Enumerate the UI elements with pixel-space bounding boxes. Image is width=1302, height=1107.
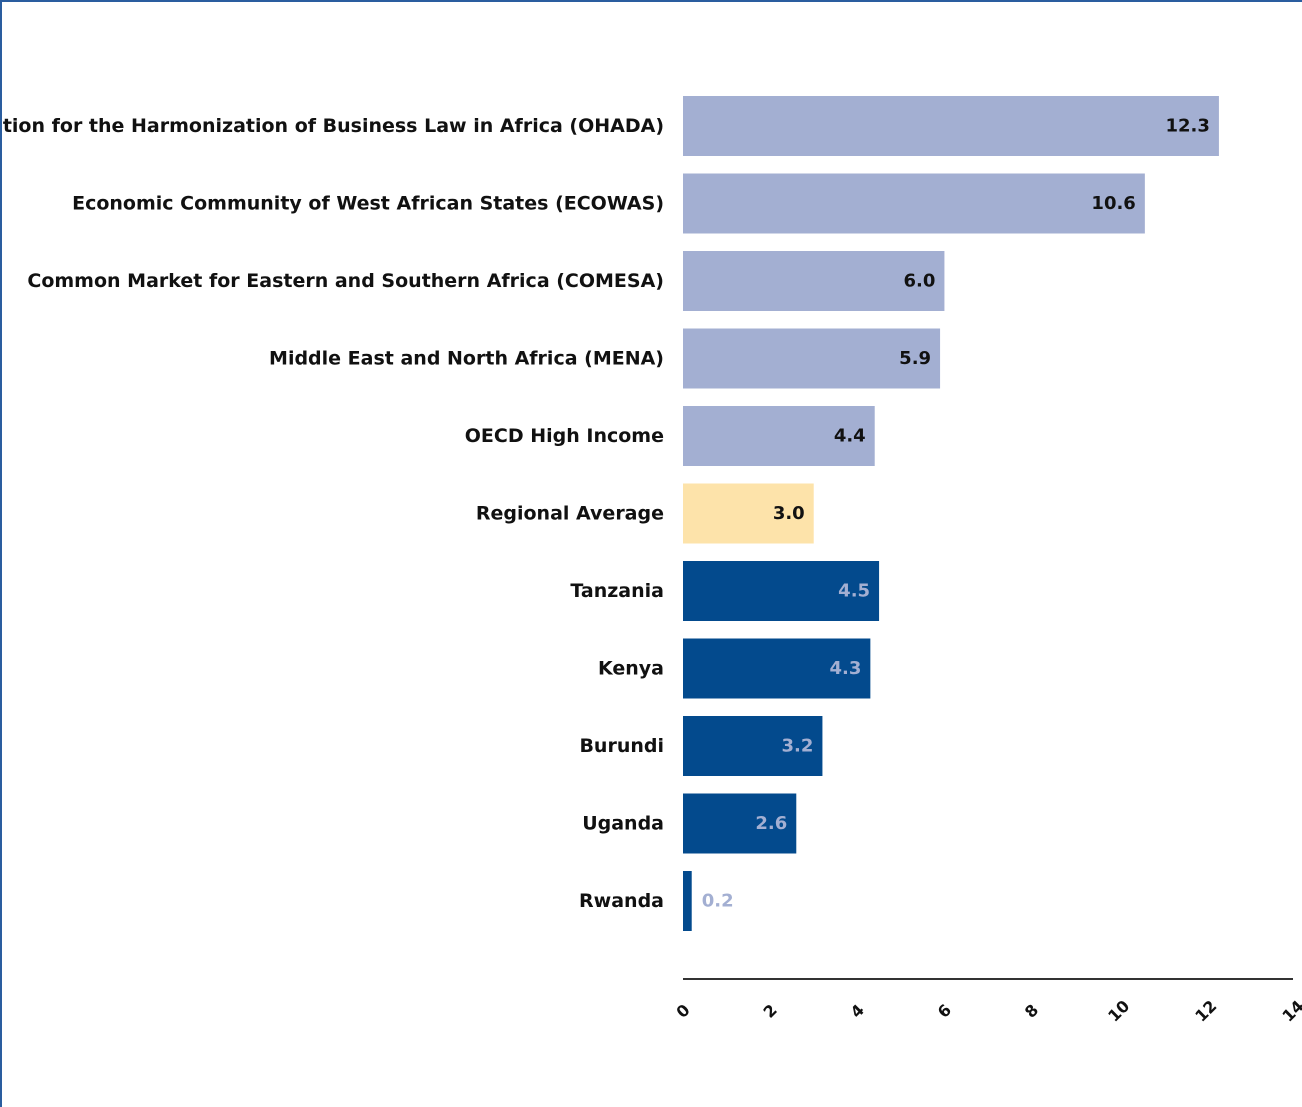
bar-rwanda	[683, 871, 692, 931]
category-labels-group: Organization for the Harmonization of Bu…	[2, 115, 664, 912]
x-tick-label-10: 10	[1104, 996, 1133, 1025]
bar-burundi	[683, 716, 823, 776]
value-label-oecd-high-income: 4.4	[834, 426, 866, 447]
category-label-rwanda: Rwanda	[579, 890, 664, 912]
category-label-uganda: Uganda	[582, 813, 664, 835]
x-tick-label-14: 14	[1278, 996, 1302, 1025]
category-label-organization-for-the-harmonization-of-business-law-in-africa-ohada: Organization for the Harmonization of Bu…	[2, 115, 664, 137]
bar-economic-community-of-west-african-states-ecowas	[683, 173, 1145, 234]
value-label-regional-average: 3.0	[773, 503, 805, 524]
value-labels-group: 12.3 10.6 6.0 5.9 4.4 3.0 4.5 4.3 3.2 2.6 0.2	[702, 116, 1210, 912]
value-label-uganda: 2.6	[755, 813, 787, 834]
x-tick-labels-group: 0 2 4 6 8 10 12 14	[672, 996, 1302, 1025]
category-label-middle-east-and-north-africa-mena: Middle East and North Africa (MENA)	[269, 348, 664, 370]
bar-organization-for-the-harmonization-of-business-law-in-africa-ohada	[683, 96, 1219, 156]
value-label-burundi: 3.2	[782, 736, 814, 757]
x-tick-label-12: 12	[1191, 996, 1220, 1025]
value-label-organization-for-the-harmonization-of-business-law-in-africa-ohada: 12.3	[1166, 116, 1210, 137]
x-tick-label-6: 6	[934, 1000, 955, 1021]
x-tick-label-4: 4	[847, 1000, 868, 1021]
category-label-regional-average: Regional Average	[476, 503, 664, 525]
bar-middle-east-and-north-africa-mena	[683, 328, 941, 389]
bar-common-market-for-eastern-and-southern-africa-comesa	[683, 251, 945, 311]
category-label-oecd-high-income: OECD High Income	[465, 425, 664, 447]
value-label-tanzania: 4.5	[838, 581, 870, 602]
bar-oecd-high-income	[683, 406, 875, 466]
bars-group	[683, 96, 1219, 931]
category-label-common-market-for-eastern-and-southern-africa-comesa: Common Market for Eastern and Southern A…	[27, 270, 664, 292]
category-label-tanzania: Tanzania	[570, 580, 664, 602]
category-label-economic-community-of-west-african-states-ecowas: Economic Community of West African State…	[72, 193, 664, 215]
category-label-kenya: Kenya	[598, 658, 664, 680]
x-tick-label-0: 0	[672, 1000, 693, 1021]
bar-uganda	[683, 793, 797, 854]
value-label-common-market-for-eastern-and-southern-africa-comesa: 6.0	[904, 271, 936, 292]
bar-tanzania	[683, 561, 880, 621]
x-tick-label-2: 2	[759, 1000, 780, 1021]
value-label-rwanda: 0.2	[702, 891, 734, 912]
value-label-kenya: 4.3	[829, 658, 861, 679]
value-label-economic-community-of-west-african-states-ecowas: 10.6	[1091, 193, 1135, 214]
bar-regional-average	[683, 483, 814, 544]
x-tick-label-8: 8	[1021, 1000, 1042, 1021]
value-label-middle-east-and-north-africa-mena: 5.9	[899, 348, 931, 369]
category-label-burundi: Burundi	[579, 735, 664, 757]
bar-kenya	[683, 638, 871, 699]
